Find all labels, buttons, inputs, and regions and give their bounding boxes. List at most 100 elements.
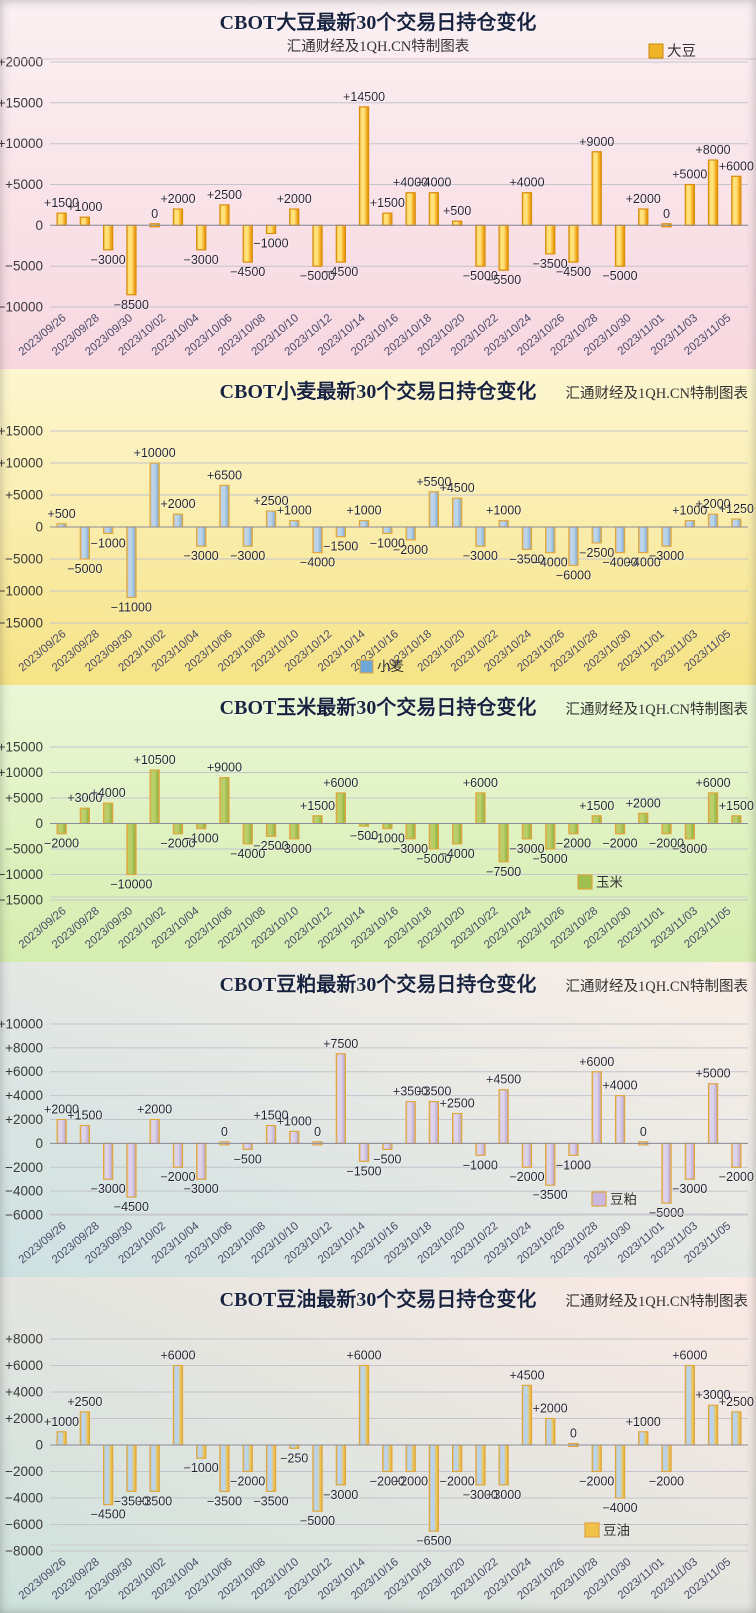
svg-text:+6000: +6000 — [347, 1349, 382, 1363]
svg-text:0: 0 — [35, 816, 43, 831]
svg-text:+4500: +4500 — [440, 481, 475, 495]
svg-text:+1000: +1000 — [67, 200, 102, 214]
svg-text:−8500: −8500 — [114, 298, 149, 312]
svg-text:−1500: −1500 — [347, 1164, 382, 1178]
svg-text:−3000: −3000 — [649, 549, 684, 563]
svg-text:+2500: +2500 — [440, 1097, 475, 1111]
svg-text:−15000: −15000 — [0, 616, 43, 631]
svg-text:汇通财经及1QH.CN特制图表: 汇通财经及1QH.CN特制图表 — [566, 385, 749, 402]
svg-text:−3000: −3000 — [486, 1488, 521, 1502]
svg-text:+5000: +5000 — [672, 168, 707, 182]
svg-text:+2000: +2000 — [533, 1402, 568, 1416]
svg-text:+1500: +1500 — [67, 1109, 102, 1123]
svg-text:−10000: −10000 — [0, 584, 43, 599]
svg-text:豆粕: 豆粕 — [610, 1192, 637, 1207]
svg-text:+14500: +14500 — [343, 90, 385, 104]
svg-text:+10000: +10000 — [0, 136, 43, 151]
svg-text:−3500: −3500 — [207, 1494, 242, 1508]
svg-text:−1000: −1000 — [556, 1158, 591, 1172]
svg-text:−2000: −2000 — [393, 543, 428, 557]
svg-text:−500: −500 — [234, 1152, 262, 1166]
svg-text:大豆: 大豆 — [667, 43, 696, 60]
svg-text:−1000: −1000 — [463, 1158, 498, 1172]
svg-text:+1000: +1000 — [486, 504, 521, 518]
svg-text:+2000: +2000 — [5, 1112, 43, 1127]
svg-text:+4000: +4000 — [5, 1385, 43, 1400]
svg-text:−1000: −1000 — [91, 536, 126, 550]
svg-text:−8000: −8000 — [5, 1544, 43, 1559]
svg-text:+4500: +4500 — [509, 1368, 544, 1382]
svg-text:+7500: +7500 — [323, 1037, 358, 1051]
svg-text:+2000: +2000 — [160, 192, 195, 206]
svg-text:+15000: +15000 — [0, 424, 43, 439]
svg-text:−4500: −4500 — [556, 265, 591, 279]
svg-text:−6000: −6000 — [5, 1517, 43, 1532]
svg-text:0: 0 — [570, 1427, 577, 1441]
svg-text:+6000: +6000 — [463, 776, 498, 790]
svg-text:−2000: −2000 — [230, 1475, 265, 1489]
svg-text:+1000: +1000 — [277, 504, 312, 518]
svg-text:−11000: −11000 — [111, 600, 152, 614]
svg-text:CBOT大豆最新30个交易日持仓变化: CBOT大豆最新30个交易日持仓变化 — [220, 10, 537, 34]
svg-text:+4000: +4000 — [509, 176, 544, 190]
svg-text:−3500: −3500 — [253, 1494, 288, 1508]
svg-text:−5000: −5000 — [5, 259, 43, 274]
svg-text:0: 0 — [640, 1125, 647, 1139]
svg-text:+1000: +1000 — [347, 504, 382, 518]
svg-text:−3000: −3000 — [230, 549, 265, 563]
svg-text:−3000: −3000 — [277, 842, 312, 856]
svg-text:+8000: +8000 — [5, 1332, 43, 1347]
svg-text:0: 0 — [35, 520, 43, 535]
svg-text:−5000: −5000 — [5, 842, 43, 857]
svg-text:+2500: +2500 — [719, 1395, 754, 1409]
svg-text:+2000: +2000 — [277, 192, 312, 206]
svg-text:+2500: +2500 — [67, 1395, 102, 1409]
svg-text:+8000: +8000 — [696, 143, 731, 157]
svg-text:−2000: −2000 — [509, 1170, 544, 1184]
svg-text:+10500: +10500 — [134, 753, 176, 767]
svg-text:−2000: −2000 — [556, 837, 591, 851]
svg-text:+2000: +2000 — [626, 192, 661, 206]
svg-text:−6000: −6000 — [556, 568, 591, 582]
svg-text:汇通财经及1QH.CN特制图表: 汇通财经及1QH.CN特制图表 — [566, 1293, 749, 1310]
svg-text:CBOT小麦最新30个交易日持仓变化: CBOT小麦最新30个交易日持仓变化 — [220, 379, 537, 403]
svg-text:0: 0 — [35, 1438, 43, 1453]
svg-text:−4000: −4000 — [440, 847, 475, 861]
svg-text:+2000: +2000 — [160, 497, 195, 511]
svg-text:+10000: +10000 — [0, 1017, 43, 1032]
svg-text:+9000: +9000 — [579, 135, 614, 149]
svg-text:−10000: −10000 — [0, 300, 43, 315]
svg-text:−250: −250 — [280, 1451, 308, 1465]
svg-text:−2000: −2000 — [719, 1170, 754, 1184]
svg-text:−5000: −5000 — [602, 269, 637, 283]
svg-text:−3500: −3500 — [137, 1494, 172, 1508]
svg-text:−4000: −4000 — [602, 1501, 637, 1515]
svg-text:+6000: +6000 — [323, 776, 358, 790]
svg-text:0: 0 — [314, 1125, 321, 1139]
svg-text:−4000: −4000 — [300, 556, 335, 570]
svg-text:+2000: +2000 — [137, 1103, 172, 1117]
svg-text:−1000: −1000 — [184, 1461, 219, 1475]
svg-text:+500: +500 — [48, 507, 76, 521]
svg-text:−3000: −3000 — [91, 1182, 126, 1196]
svg-text:+1500: +1500 — [719, 799, 754, 813]
svg-text:0: 0 — [35, 218, 43, 233]
svg-text:−500: −500 — [373, 1152, 401, 1166]
svg-text:−1000: −1000 — [184, 832, 219, 846]
svg-text:+10000: +10000 — [0, 765, 43, 780]
svg-text:−4500: −4500 — [91, 1508, 126, 1522]
svg-text:−4500: −4500 — [114, 1200, 149, 1214]
svg-text:−2000: −2000 — [579, 1475, 614, 1489]
svg-text:CBOT豆粕最新30个交易日持仓变化: CBOT豆粕最新30个交易日持仓变化 — [220, 972, 537, 996]
svg-text:0: 0 — [663, 207, 670, 221]
svg-text:−3500: −3500 — [533, 1188, 568, 1202]
svg-text:+2000: +2000 — [626, 796, 661, 810]
svg-text:+1500: +1500 — [370, 196, 405, 210]
svg-text:−15000: −15000 — [0, 893, 43, 908]
svg-text:汇通财经及1QH.CN特制图表: 汇通财经及1QH.CN特制图表 — [566, 978, 749, 995]
svg-text:+1250: +1250 — [719, 502, 754, 516]
svg-text:−5500: −5500 — [486, 273, 521, 287]
svg-text:汇通财经及1QH.CN特制图表: 汇通财经及1QH.CN特制图表 — [566, 701, 749, 718]
svg-text:+6000: +6000 — [579, 1055, 614, 1069]
svg-text:−5000: −5000 — [300, 1514, 335, 1528]
